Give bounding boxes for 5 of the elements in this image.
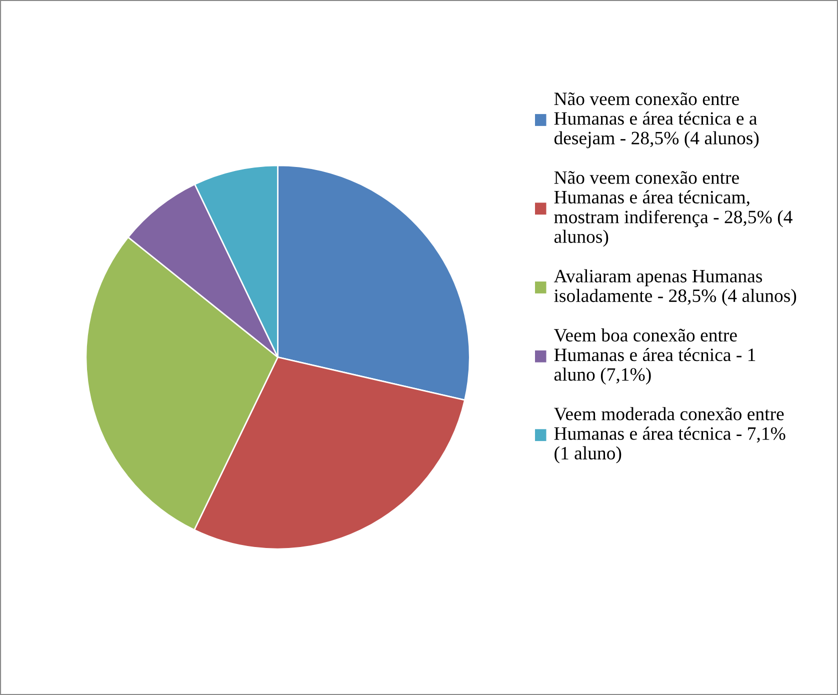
- legend-label: Não veem conexão entre Humanas e área técnicam, mostram indiferença - 28,5% (4 alunos): [554, 171, 792, 247]
- legend-label: Avaliaram apenas Humanas isoladamente - 28,5% (4 alunos): [554, 269, 796, 306]
- legend-label: Não veem conexão entre Humanas e área técnica e a desejam - 28,5% (4 alunos): [554, 92, 759, 148]
- legend-label: Veem moderada conexão entre Humanas e área técnica - 7,1% (1 aluno): [554, 407, 786, 464]
- legend-label: Veem boa conexão entre Humanas e área técnica - 1 aluno (7,1%): [554, 328, 756, 385]
